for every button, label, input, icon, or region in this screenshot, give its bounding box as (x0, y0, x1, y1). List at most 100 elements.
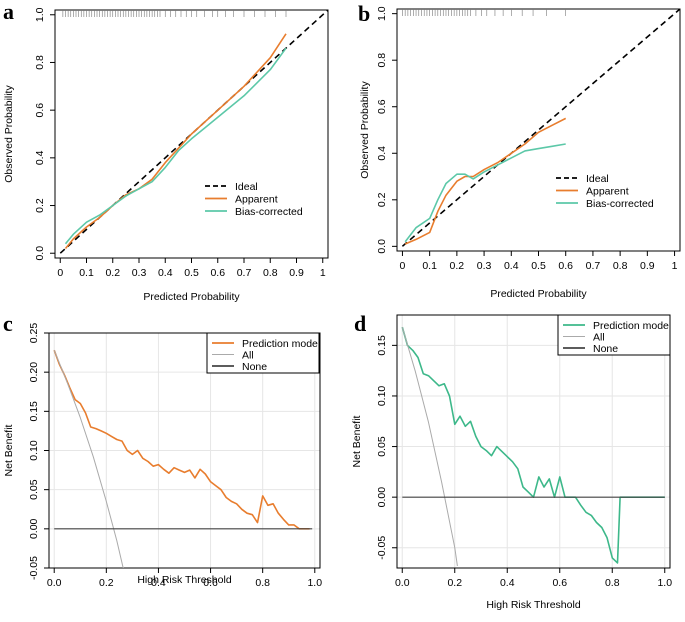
series-line-apparent (64, 33, 287, 250)
x-tick-label: 0.0 (395, 577, 410, 589)
y-tick-label: 0.20 (28, 362, 40, 383)
plot-area (53, 349, 313, 568)
y-tick-label: 0.25 (28, 323, 40, 344)
legend-label: Ideal (586, 173, 609, 185)
y-tick-label: 0.05 (28, 479, 40, 500)
x-tick-label: 0.6 (558, 260, 573, 272)
panel-letter: c (3, 311, 13, 336)
series-line-prediction-model (401, 326, 665, 564)
plot-frame (396, 8, 681, 252)
x-tick-label: 0.6 (203, 577, 218, 589)
series-line-bias-corrected (64, 47, 287, 245)
legend-label: Apparent (235, 194, 278, 206)
y-tick-label: 0.8 (376, 53, 388, 68)
series-line-apparent (404, 117, 567, 245)
legend-label: None (593, 343, 618, 355)
legend-label: All (242, 350, 254, 362)
y-tick-label: -0.05 (376, 536, 388, 560)
x-tick-label: 0.3 (132, 267, 147, 279)
x-axis-title: Predicted Probability (143, 291, 240, 303)
x-tick-label: 0.2 (447, 577, 462, 589)
y-tick-label: 0.6 (34, 103, 46, 118)
y-tick-label: 0.2 (34, 198, 46, 213)
x-tick-label: 0.7 (586, 260, 601, 272)
x-tick-label: 0.7 (237, 267, 252, 279)
y-tick-label: 0.2 (376, 192, 388, 207)
x-tick-label: 0.4 (151, 577, 166, 589)
plot-area (401, 326, 665, 567)
x-tick-label: 0.4 (504, 260, 519, 272)
legend-label: Prediction model (593, 320, 671, 332)
y-axis-title: Net Benefit (351, 415, 363, 467)
x-tick-label: 0.4 (158, 267, 173, 279)
x-tick-label: 0.8 (263, 267, 278, 279)
x-tick-label: 0.3 (477, 260, 492, 272)
x-tick-label: 0.9 (289, 267, 304, 279)
x-tick-label: 0.8 (613, 260, 628, 272)
y-axis-title: Observed Probability (359, 81, 371, 179)
x-tick-label: 0.1 (422, 260, 437, 272)
y-tick-label: 0.05 (376, 436, 388, 457)
x-tick-label: 0.5 (184, 267, 199, 279)
legend-label: All (593, 332, 605, 344)
series-line-bias-corrected (404, 143, 566, 243)
x-tick-label: 1 (672, 260, 678, 272)
y-tick-label: 1.0 (376, 6, 388, 21)
x-tick-label: 0 (400, 260, 406, 272)
x-tick-label: 0 (57, 267, 63, 279)
legend-label: Bias-corrected (235, 206, 303, 218)
series-line-all (401, 326, 458, 567)
x-tick-label: 1.0 (307, 577, 322, 589)
x-tick-label: 0.8 (255, 577, 270, 589)
y-tick-label: 0.0 (376, 239, 388, 254)
panel-c: c 0.0 0.2 0.4 0.6 0.8 1.0 -0.05 0.00 0.05 0.10 0.15… (3, 311, 322, 589)
y-tick-label: 0.0 (34, 246, 46, 261)
legend-label: Ideal (235, 181, 258, 193)
y-tick-label: 0.8 (34, 55, 46, 70)
panel-letter: d (354, 311, 366, 336)
y-tick-label: 0.10 (28, 440, 40, 461)
x-axis-title: Predicted Probability (490, 288, 587, 300)
x-tick-label: 0.6 (552, 577, 567, 589)
series-line-ideal (401, 9, 680, 247)
plot-area (401, 9, 680, 247)
legend-label: None (242, 361, 267, 373)
panel-d: d 0.0 0.2 0.4 0.6 0.8 1.0 -0.05 0.00 0.05 0.10 0.15… (351, 311, 672, 611)
x-tick-label: 0.1 (79, 267, 94, 279)
plot-frame (396, 314, 671, 569)
y-tick-label: 0.00 (28, 518, 40, 539)
panel-letter: a (3, 0, 14, 24)
panel-letter: b (358, 1, 370, 26)
legend-label: Apparent (586, 186, 629, 198)
x-axis-title: High Risk Threshold (137, 574, 232, 586)
y-tick-label: 0.15 (376, 335, 388, 356)
x-tick-label: 0.6 (210, 267, 225, 279)
legend-label: Bias-corrected (586, 198, 654, 210)
x-axis-title: High Risk Threshold (486, 599, 581, 611)
series-line-all (53, 350, 124, 568)
plot-area (59, 10, 328, 254)
x-tick-label: 1 (320, 267, 326, 279)
y-tick-label: 1.0 (34, 7, 46, 22)
y-axis-title: Observed Probability (3, 85, 15, 183)
y-tick-label: 0.00 (376, 487, 388, 508)
y-tick-label: 0.4 (376, 146, 388, 161)
legend-label: Prediction model (242, 338, 320, 350)
x-tick-label: 0.9 (640, 260, 655, 272)
y-tick-label: 0.10 (376, 386, 388, 407)
x-tick-label: 0.5 (531, 260, 546, 272)
panel-b: b 0 0.1 0.2 0.3 0.4 0.5 0.6 0.7 0.8 0.9 1 0.0 0.2 0.4 0… (358, 1, 681, 300)
series-line-prediction-model (53, 349, 310, 530)
x-tick-label: 0.2 (105, 267, 120, 279)
y-tick-label: -0.05 (28, 556, 40, 580)
y-tick-label: 0.15 (28, 401, 40, 422)
x-tick-label: 1.0 (657, 577, 672, 589)
y-tick-label: 0.6 (376, 99, 388, 114)
panel-a: a 0 0.1 0.2 0.3 0.4 0.5 0.6 0.7 0.8 0.9 1 0.0 0.2 0.4 0… (3, 0, 329, 303)
y-axis-title: Net Benefit (3, 424, 15, 476)
y-tick-label: 0.4 (34, 150, 46, 165)
x-tick-label: 0.8 (605, 577, 620, 589)
x-tick-label: 0.2 (450, 260, 465, 272)
x-tick-label: 0.0 (47, 577, 62, 589)
